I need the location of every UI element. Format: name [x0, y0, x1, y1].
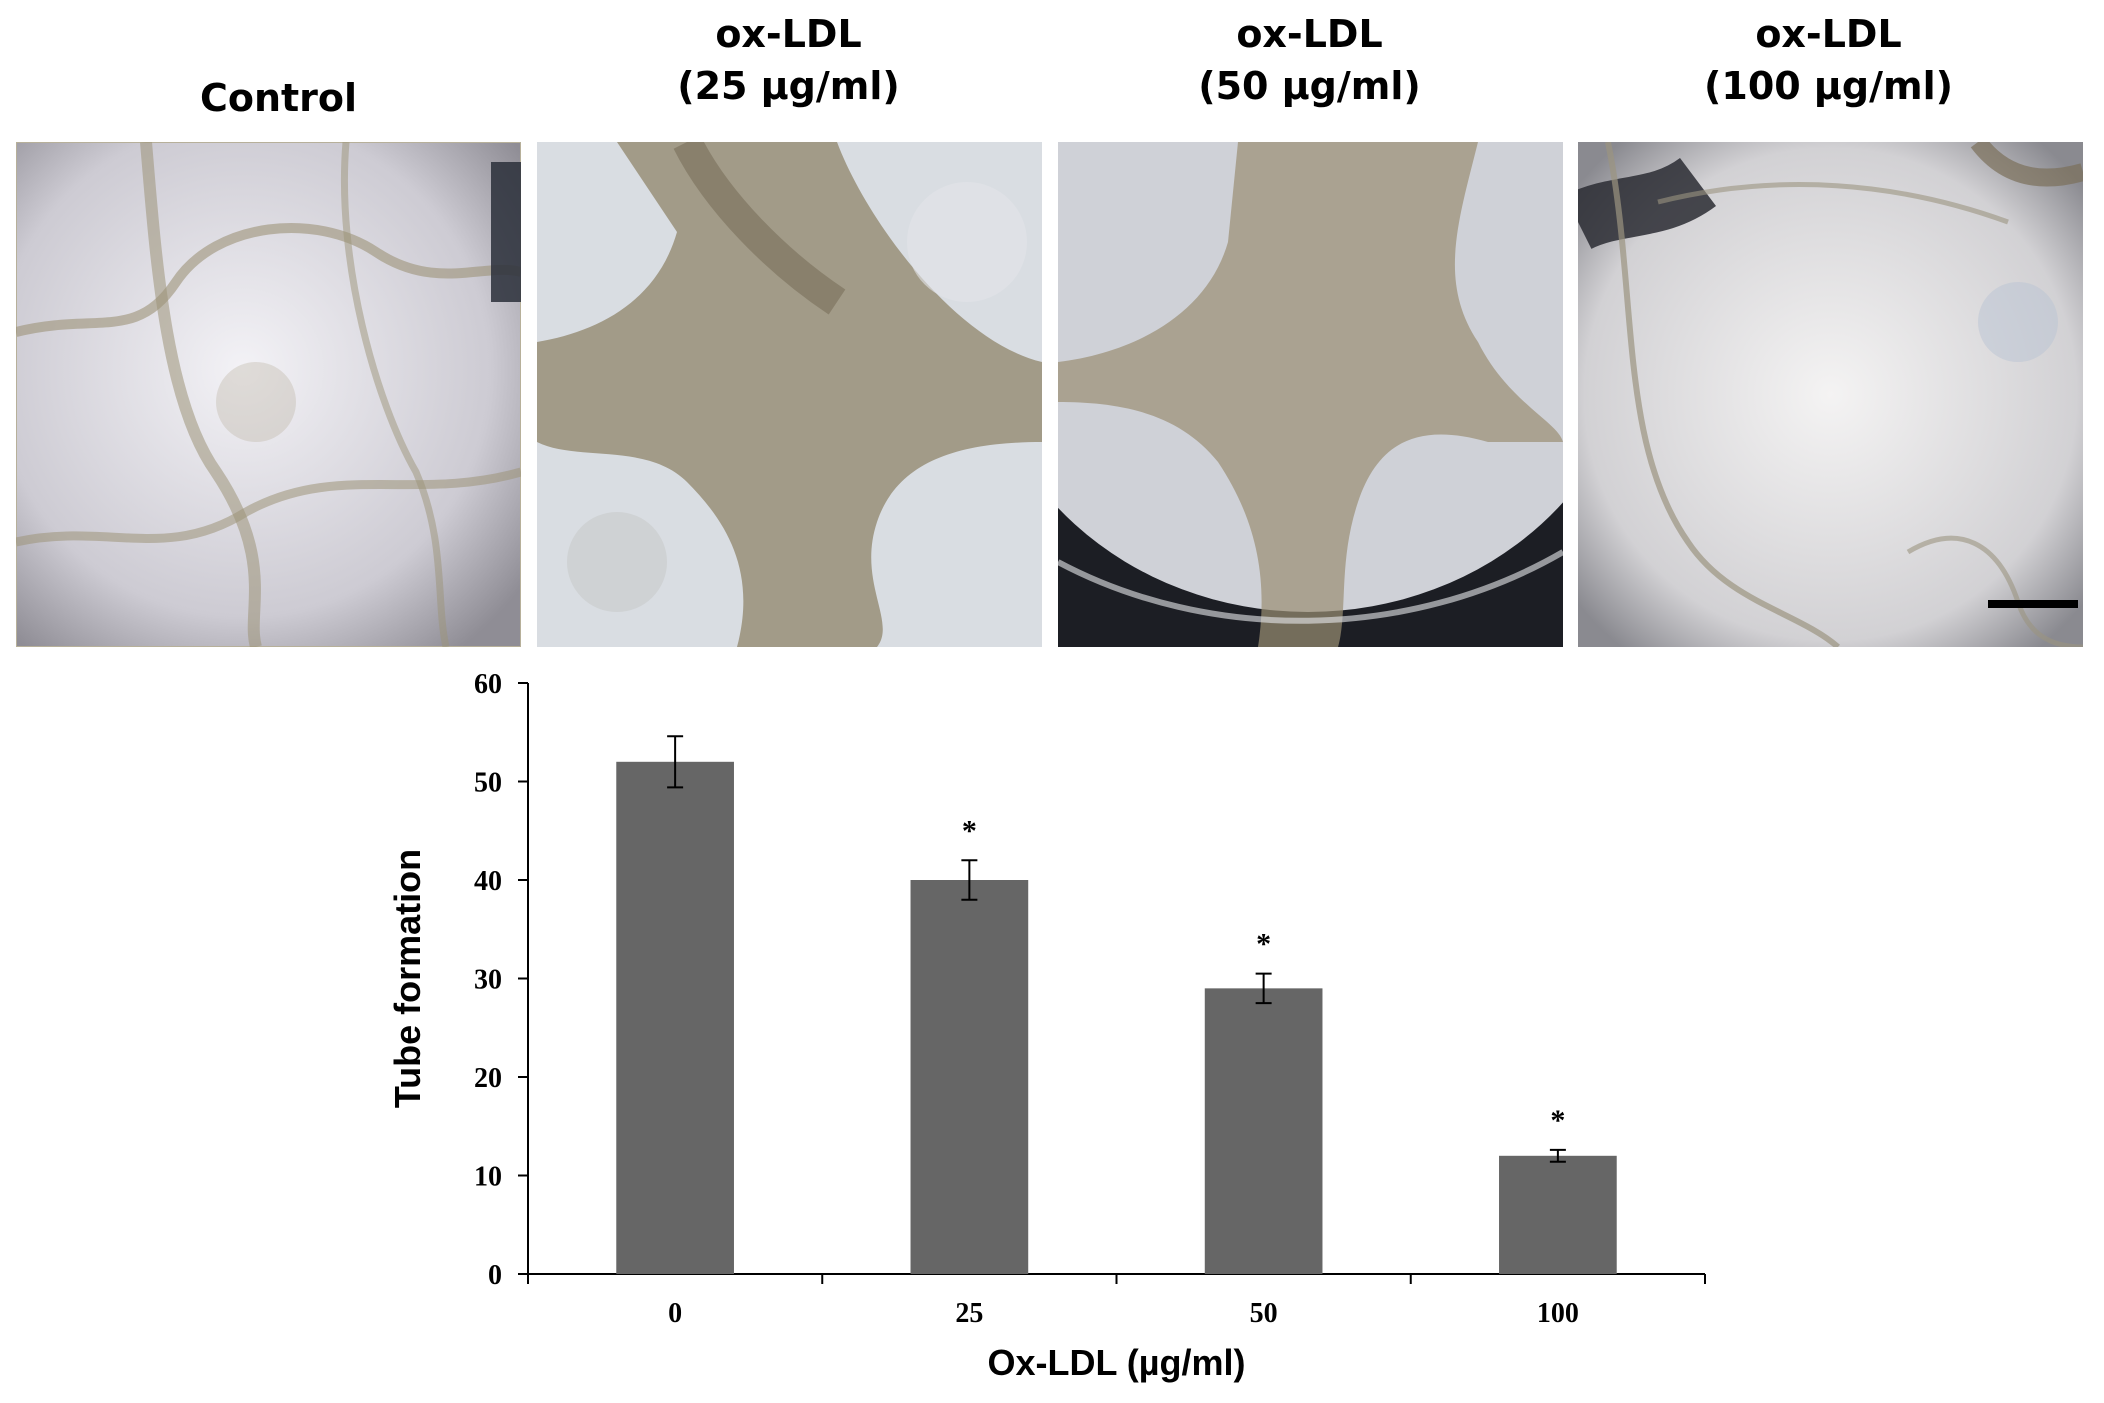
significance-marker: *	[1256, 928, 1271, 961]
micrograph-100	[1578, 142, 2083, 647]
y-tick-label: 30	[474, 965, 502, 996]
y-tick-label: 20	[474, 1063, 502, 1094]
micrograph-control	[16, 142, 521, 647]
bar-25	[910, 880, 1029, 1274]
significance-marker: *	[962, 814, 977, 847]
micrograph-25	[537, 142, 1042, 647]
x-tick-label: 100	[1537, 1298, 1579, 1329]
y-tick-label: 50	[474, 768, 502, 799]
x-tick-label: 25	[955, 1298, 983, 1329]
panel-title-50: ox-LDL (50 µg/ml)	[1198, 12, 1421, 108]
x-axis-label: Ox-LDL (µg/ml)	[987, 1342, 1245, 1383]
panel-title-100: ox-LDL (100 µg/ml)	[1704, 12, 1953, 108]
x-tick-label: 50	[1250, 1298, 1278, 1329]
y-axis-ticks: 0 10 20 30 40 50 60	[474, 669, 528, 1291]
significance-marker: *	[1550, 1104, 1565, 1137]
bar-0	[616, 761, 734, 1274]
scale-bar	[1988, 600, 2078, 608]
y-tick-label: 0	[488, 1260, 502, 1291]
y-tick-label: 60	[474, 669, 502, 700]
y-tick-label: 10	[474, 1162, 502, 1193]
y-tick-label: 40	[474, 866, 502, 897]
bar-100	[1499, 1155, 1617, 1274]
bar-50	[1204, 988, 1323, 1274]
x-axis-ticks: 0 25 50 100	[527, 1274, 1706, 1329]
bars-group: * * *	[616, 735, 1617, 1274]
panel-title-control: Control	[199, 76, 358, 120]
panel-title-25: ox-LDL (25 µg/ml)	[677, 12, 900, 108]
x-tick-label: 0	[668, 1298, 682, 1329]
micrograph-50	[1058, 142, 1563, 647]
y-axis-label: Tube formation	[387, 849, 428, 1108]
